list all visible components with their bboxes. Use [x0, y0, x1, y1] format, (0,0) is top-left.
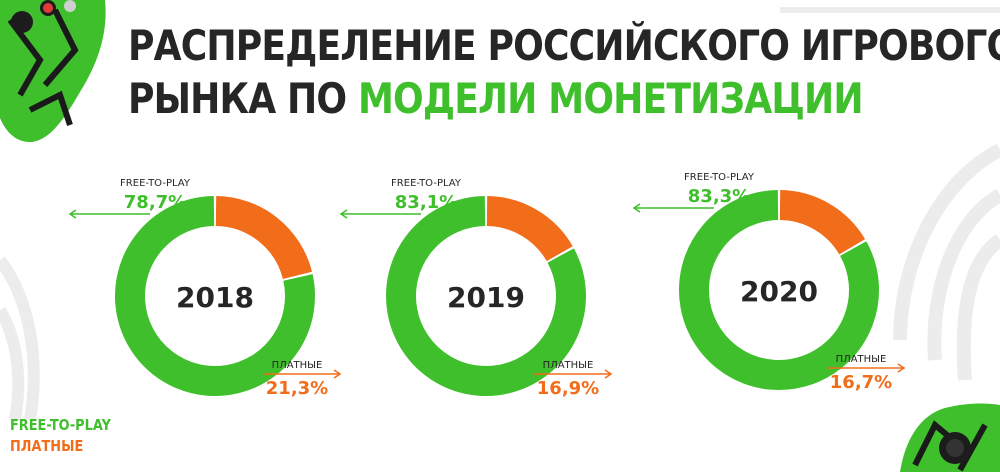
paid-arrow-2020 [827, 363, 906, 373]
year-label-2018: 2018 [176, 281, 254, 314]
free-to-play-series-label-2018: FREE-TO-PLAY [120, 178, 191, 189]
slice-paid-2018 [215, 196, 313, 280]
paid-arrow-2019 [534, 369, 613, 379]
paid-series-label-2020: ПЛАТНЫЕ [836, 354, 887, 365]
paid-arrow-2018 [263, 369, 342, 379]
paid-value-label-2020: 16,7% [830, 372, 892, 393]
page-title-line1: РАСПРЕДЕЛЕНИЕ РОССИЙСКОГО ИГРОВОГО [128, 21, 1000, 70]
donut-group: 2018 FREE-TO-PLAY 78,7% ПЛАТНЫЕ 21,3% 2019 FRE… [68, 172, 906, 399]
paid-value-label-2018: 21,3% [266, 378, 328, 399]
free-to-play-arrow-2019 [339, 209, 421, 219]
year-label-2020: 2020 [740, 275, 818, 308]
background-stripes-left [0, 256, 40, 422]
page-title-accent: МОДЕЛИ МОНЕТИЗАЦИИ [357, 74, 864, 123]
donut-2020: 2020 FREE-TO-PLAY 83,3% ПЛАТНЫЕ 16,7% [632, 172, 906, 393]
slice-paid-2020 [779, 190, 866, 255]
slice-free-to-play-2020 [679, 190, 879, 390]
free-to-play-arrow-2020 [632, 203, 714, 213]
background-stripes [780, 7, 1000, 381]
gamepad-decoration-top [0, 0, 106, 143]
slice-paid-2019 [486, 196, 573, 262]
free-to-play-value-label-2018: 78,7% [124, 192, 186, 213]
paid-series-label-2019: ПЛАТНЫЕ [543, 360, 594, 371]
paid-series-label-2018: ПЛАТНЫЕ [272, 360, 323, 371]
donut-2018: 2018 FREE-TO-PLAY 78,7% ПЛАТНЫЕ 21,3% [68, 178, 342, 399]
slice-free-to-play-2019 [386, 196, 586, 396]
paid-value-label-2019: 16,9% [537, 378, 599, 399]
slice-free-to-play-2018 [115, 196, 315, 396]
page-title-prefix: РЫНКА ПО [128, 74, 358, 123]
legend-paid: ПЛАТНЫЕ [10, 437, 84, 455]
free-to-play-series-label-2019: FREE-TO-PLAY [391, 178, 462, 189]
free-to-play-value-label-2019: 83,1% [395, 192, 457, 213]
donut-2019: 2019 FREE-TO-PLAY 83,1% ПЛАТНЫЕ 16,9% [339, 178, 613, 399]
free-to-play-arrow-2018 [68, 209, 150, 219]
gamepad-decoration-bottom [900, 403, 1000, 472]
legend-free-to-play: FREE-TO-PLAY [10, 416, 111, 434]
free-to-play-value-label-2020: 83,3% [688, 186, 750, 207]
page-title-line2: РЫНКА ПО МОДЕЛИ МОНЕТИЗАЦИИ [128, 74, 864, 123]
free-to-play-series-label-2020: FREE-TO-PLAY [684, 172, 755, 183]
year-label-2019: 2019 [447, 281, 525, 314]
